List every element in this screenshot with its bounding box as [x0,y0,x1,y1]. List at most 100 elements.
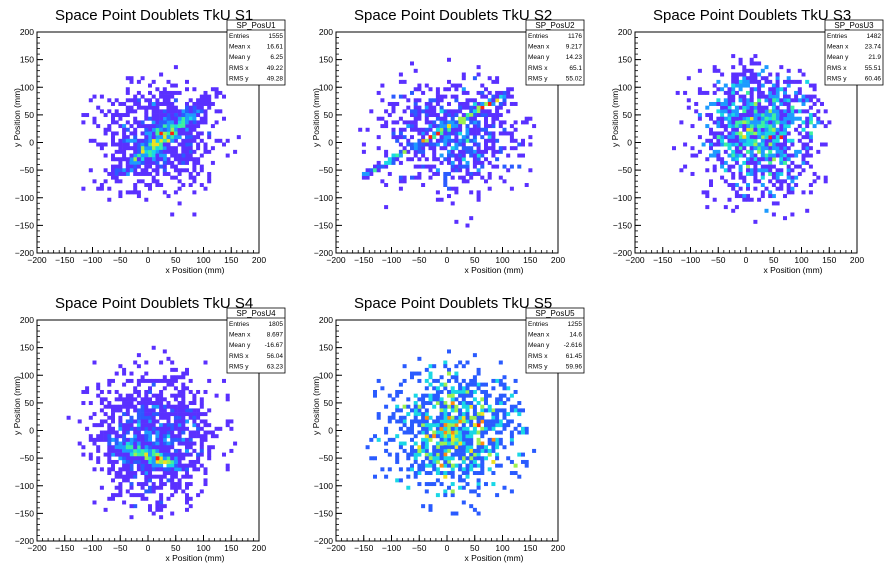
histogram-bin [188,452,193,457]
stats-label: Mean x [229,332,251,339]
histogram-bin [166,94,171,99]
histogram-bin [805,153,810,158]
histogram-bin [734,109,739,114]
histogram-bin [764,131,769,136]
histogram-bin [517,430,522,435]
histogram-bin [450,474,455,479]
histogram-bin [111,175,115,180]
histogram-bin [779,171,784,176]
histogram-bin [203,478,208,483]
histogram-bin [185,419,189,424]
histogram-bin [491,135,496,140]
histogram-bin [749,98,754,103]
histogram-bin [738,142,743,147]
histogram-bin [155,127,160,132]
histogram-bin [476,168,481,173]
histogram-bin [532,448,537,453]
histogram-bin [413,448,418,453]
histogram-bin [484,408,488,413]
histogram-bin [443,452,448,457]
histogram-bin [447,367,451,372]
histogram-bin [148,146,152,151]
histogram-bin [675,90,680,95]
histogram-bin [148,127,152,132]
histogram-bin [465,463,470,468]
histogram-bin [395,456,400,461]
histogram-bin [210,124,215,129]
histogram-bin [517,153,522,158]
histogram-bin [738,113,743,118]
histogram-bin [173,131,178,136]
histogram-bin [439,116,444,121]
histogram-bin [712,197,717,202]
histogram-bin [716,109,721,114]
histogram-bin [188,124,193,129]
histogram-bin [188,153,193,158]
histogram-bin [779,168,784,173]
histogram-bin [820,142,824,147]
histogram-bin [151,79,156,84]
x-tick-label: 200 [850,255,864,265]
histogram-bin [727,87,732,92]
histogram-bin [476,153,481,158]
histogram-bin [140,105,145,110]
histogram-bin [458,456,463,461]
histogram-bin [469,430,474,435]
histogram-bin [786,164,791,169]
histogram-bin [458,382,463,387]
histogram-bin [779,120,784,125]
histogram-bin [686,76,691,81]
histogram-bin [173,138,178,143]
histogram-bin [207,378,212,383]
x-tick-label: 100 [196,255,210,265]
histogram-bin [199,419,204,424]
y-axis-label: y Position (mm) [311,376,321,435]
histogram-bin [472,171,477,176]
histogram-bin [509,430,514,435]
histogram-bin [764,146,769,151]
histogram-bin [502,445,507,450]
histogram-bin [103,437,108,442]
histogram-bin [779,113,784,118]
histogram-bin [454,142,459,147]
histogram-bin [159,426,164,431]
histogram-bin [402,448,407,453]
y-tick-label: −50 [20,165,35,175]
histogram-bin [162,504,167,509]
histogram-bin [749,109,754,114]
histogram-bin [808,164,813,169]
histogram-bin [716,138,721,143]
histogram-bin [443,401,448,406]
histogram-bin [133,397,138,402]
histogram-bin [753,219,758,224]
histogram-bin [428,98,433,103]
histogram-bin [458,175,463,180]
histogram-bin [151,175,156,180]
histogram-bin [738,98,743,103]
histogram-bin [376,168,381,173]
x-tick-label: 0 [744,255,749,265]
histogram-bin [797,109,802,114]
histogram-bin [155,153,160,158]
histogram-bin [771,194,776,199]
histogram-bin [491,120,496,125]
histogram-bin [746,157,750,162]
histogram-bin [764,76,769,81]
histogram-bin [155,404,160,409]
histogram-bin [410,419,414,424]
histogram-bin [738,120,743,125]
histogram-bin [794,127,799,132]
histogram-bin [177,171,182,176]
histogram-bin [823,124,828,129]
histogram-bin [192,467,197,472]
y-tick-label: 150 [319,55,333,65]
histogram-bin [712,149,717,154]
histogram-bin [458,393,463,398]
histogram-bin [196,389,201,394]
histogram-bin [794,153,799,158]
histogram-bin [746,149,750,154]
stats-label: Mean y [827,54,849,61]
histogram-bin [114,408,119,413]
histogram-bin [92,412,97,417]
histogram-bin [144,389,149,394]
